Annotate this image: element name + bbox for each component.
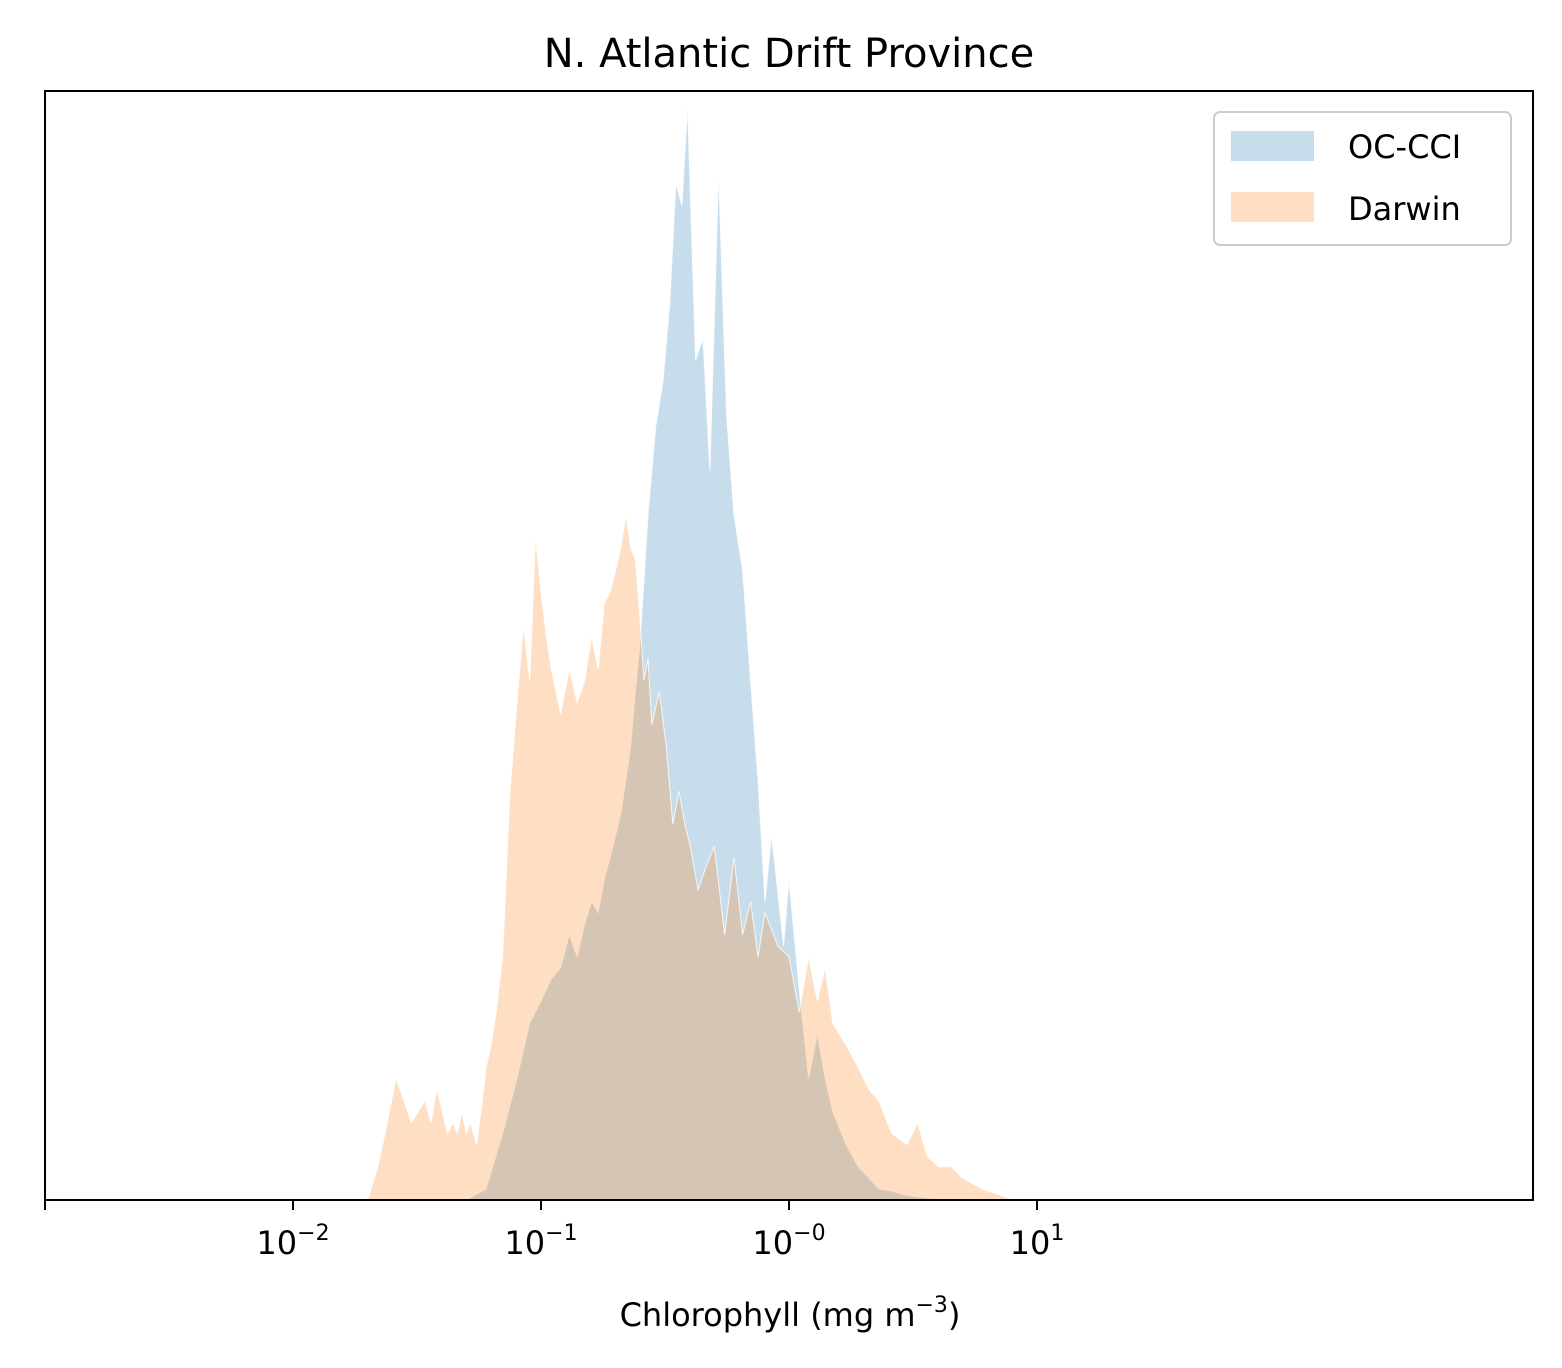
x-tick-label: 10−2	[256, 1221, 329, 1262]
legend-swatch-darwin	[1231, 192, 1314, 222]
areas-layer	[367, 105, 1014, 1201]
legend-frame	[1213, 111, 1512, 246]
legend-label-darwin: Darwin	[1348, 190, 1461, 228]
chart-title: N. Atlantic Drift Province	[544, 31, 1035, 77]
x-tick-label: 101	[1010, 1221, 1065, 1262]
x-axis-label-end: )	[948, 1296, 960, 1334]
legend-label-oc-cci: OC-CCI	[1348, 128, 1461, 166]
x-axis-label: Chlorophyll (mg m−3)	[620, 1293, 961, 1334]
legend-swatch-oc-cci	[1231, 131, 1314, 161]
x-tick-label: 10−0	[752, 1221, 825, 1262]
legend: OC-CCI Darwin	[1213, 111, 1512, 246]
x-axis-label-main: Chlorophyll (mg m	[620, 1296, 916, 1334]
area-darwin	[367, 514, 1014, 1201]
x-axis-label-sup: −3	[916, 1293, 948, 1318]
x-ticks: 10−2 10−1 10−0 101	[44, 1200, 1065, 1262]
area-oc-cci	[464, 105, 963, 1201]
x-tick-label: 10−1	[504, 1221, 577, 1262]
